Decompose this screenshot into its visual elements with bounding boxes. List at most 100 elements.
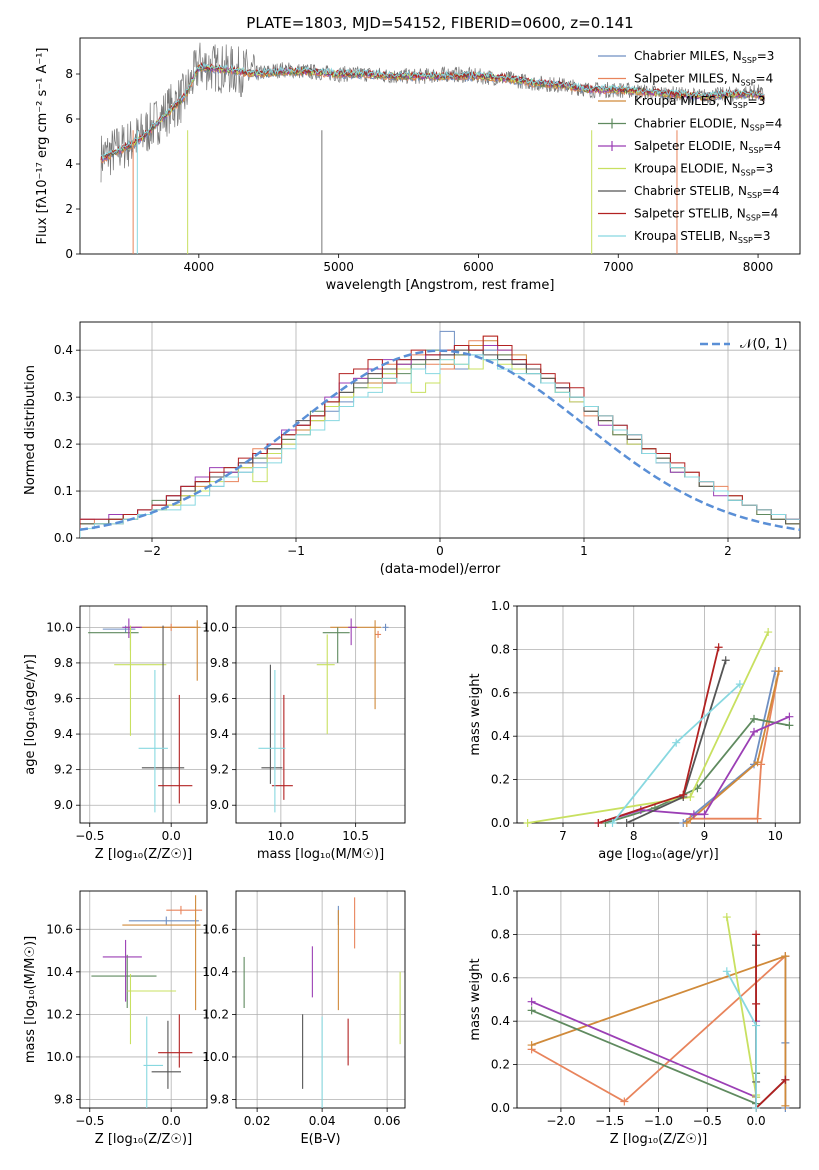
x-tick-label: 5000	[323, 260, 354, 274]
legend-label: Kroupa MILES, NSSP=3	[634, 94, 765, 110]
x-tick-label: 0.02	[244, 1114, 271, 1128]
y-axis-label: mass weight	[468, 673, 483, 755]
weight-vs-age-panel: 7 8 9 10 0.0 0.2 0.4 0.6 0.8 1.0 age [log₁₀(age/yr…	[468, 599, 801, 862]
x-tick-label: 0.0	[162, 1114, 181, 1128]
weight-line	[725, 916, 757, 1098]
legend-label: 𝒩(0, 1)	[740, 337, 787, 352]
weight-marker	[686, 792, 695, 801]
x-tick-label: −0.5	[75, 1114, 104, 1128]
axes-frame	[79, 37, 801, 255]
weight-marker	[679, 790, 688, 799]
weight-marker	[753, 758, 762, 767]
y-tick-label: 0.4	[491, 1014, 510, 1028]
legend-label: Salpeter STELIB, NSSP=4	[634, 207, 778, 223]
x-tick-label: −0.5	[693, 1114, 722, 1128]
x-axis-label: age [log₁₀(age/yr)]	[598, 847, 719, 862]
y-tick-label: 0.3	[54, 390, 73, 404]
weight-marker	[781, 1101, 790, 1110]
y-axis-label: mass [log₁₀(M/M☉)]	[23, 936, 38, 1063]
axes-frame	[79, 605, 208, 824]
y-tick-label: 9.8	[210, 1092, 229, 1106]
y-tick-label: 0.0	[54, 531, 73, 545]
y-tick-label: 9.8	[210, 656, 229, 670]
y-tick-label: 10.4	[202, 965, 229, 979]
axes-frame	[79, 321, 801, 539]
x-tick-label: −1	[287, 544, 305, 558]
y-tick-label: 10.0	[202, 620, 229, 634]
x-tick-label: 8	[630, 829, 638, 843]
weight-marker	[622, 819, 631, 827]
weight-marker	[682, 819, 691, 827]
axes-frame	[516, 605, 801, 824]
y-tick-label: 0.6	[491, 971, 510, 985]
axes-frame	[235, 605, 406, 824]
x-tick-label: 0.04	[309, 1114, 336, 1128]
weight-marker	[523, 819, 532, 827]
weight-marker	[722, 913, 731, 922]
x-tick-label: 9	[701, 829, 709, 843]
y-tick-label: 9.6	[54, 691, 73, 705]
y-tick-label: 1.0	[491, 599, 510, 613]
x-tick-label: 0.06	[374, 1114, 401, 1128]
x-axis-label: Z [log₁₀(Z/Z☉)]	[95, 1132, 192, 1147]
weight-marker	[527, 997, 536, 1006]
histogram-step	[80, 354, 800, 538]
weight-marker	[735, 680, 744, 689]
weight-marker	[714, 643, 723, 652]
y-tick-label: 9.8	[54, 1092, 73, 1106]
legend-label: Kroupa STELIB, NSSP=3	[634, 229, 771, 245]
weight-marker	[608, 819, 617, 827]
x-tick-label: 8000	[743, 260, 774, 274]
y-axis-label: age [log₁₀(age/yr)]	[23, 654, 38, 775]
x-axis-label: Z [log₁₀(Z/Z☉)]	[610, 1132, 707, 1147]
weight-marker	[700, 810, 709, 819]
x-tick-label: −0.5	[75, 829, 104, 843]
y-tick-label: 0.2	[54, 437, 73, 451]
residuals-panel: −2 −1 0 1 2 0.0 0.1 0.2 0.3 0.4 (data-model)/error…	[23, 321, 801, 577]
spectrum-panel: 4000 5000 6000 7000 8000 0 2 4 6 8 wavelength [Ang…	[35, 37, 801, 293]
weight-marker	[752, 1104, 761, 1112]
x-tick-label: 7000	[603, 260, 634, 274]
x-tick-label: 1	[580, 544, 588, 558]
legend-label: Salpeter MILES, NSSP=4	[634, 72, 773, 88]
y-tick-label: 0.1	[54, 484, 73, 498]
axes-frame	[235, 890, 406, 1109]
weight-line	[690, 670, 780, 820]
y-tick-label: 8	[65, 67, 73, 81]
y-tick-label: 9.4	[54, 727, 73, 741]
x-axis-label: mass [log₁₀(M/M☉)]	[257, 847, 384, 862]
axes-frame	[79, 890, 208, 1109]
legend-label: Chabrier MILES, NSSP=3	[634, 49, 774, 65]
legend-label: Salpeter ELODIE, NSSP=4	[634, 139, 781, 155]
y-tick-label: 10.0	[46, 620, 73, 634]
weight-marker	[781, 1075, 790, 1084]
y-tick-label: 2	[65, 202, 73, 216]
x-tick-label: 0.0	[162, 829, 181, 843]
y-tick-label: 0	[65, 247, 73, 261]
y-axis-label: Normed distribution	[23, 365, 38, 495]
weight-marker	[620, 1097, 629, 1106]
x-axis-label: Z [log₁₀(Z/Z☉)]	[95, 847, 192, 862]
x-tick-label: −1.5	[595, 1114, 624, 1128]
x-tick-label: 0.0	[747, 1114, 766, 1128]
y-tick-label: 9.0	[210, 798, 229, 812]
y-tick-label: 6	[65, 112, 73, 126]
weight-marker	[752, 1021, 761, 1030]
x-tick-label: 2	[724, 544, 732, 558]
y-tick-label: 10.4	[46, 965, 73, 979]
x-tick-label: 10.0	[268, 829, 295, 843]
normal-curve	[80, 349, 800, 532]
spectrum-legend: Chabrier MILES, NSSP=3 Salpeter MILES, NS…	[598, 49, 782, 245]
weight-line	[527, 631, 770, 823]
weight-marker	[672, 738, 681, 747]
y-tick-label: 9.2	[210, 763, 229, 777]
x-tick-label: −1.0	[644, 1114, 673, 1128]
legend-label: Chabrier ELODIE, NSSP=4	[634, 117, 782, 133]
y-tick-label: 10.0	[46, 1050, 73, 1064]
weight-marker	[764, 628, 773, 637]
x-tick-label: 0	[436, 544, 444, 558]
age-vs-Z-panel: −0.5 0.0 9.0 9.2 9.4 9.6 9.8 10.0 Z [log₁₀(Z/Z☉)…	[23, 605, 208, 862]
weight-line	[611, 683, 741, 823]
y-tick-label: 0.0	[491, 816, 510, 830]
